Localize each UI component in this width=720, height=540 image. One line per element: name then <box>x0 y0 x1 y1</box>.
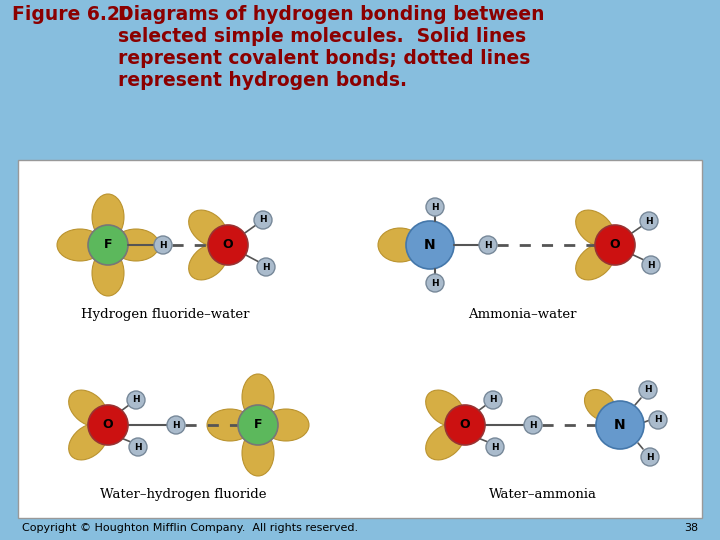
Text: N: N <box>424 238 436 252</box>
Text: Water–ammonia: Water–ammonia <box>489 488 597 501</box>
Circle shape <box>641 448 659 466</box>
Circle shape <box>154 236 172 254</box>
Ellipse shape <box>113 229 159 261</box>
Ellipse shape <box>426 390 464 427</box>
Text: H: H <box>644 386 652 395</box>
Text: O: O <box>610 239 621 252</box>
Circle shape <box>445 405 485 445</box>
Text: H: H <box>491 442 499 451</box>
Ellipse shape <box>189 244 228 280</box>
Text: H: H <box>645 217 653 226</box>
Text: F: F <box>104 239 112 252</box>
Ellipse shape <box>68 423 107 460</box>
Text: H: H <box>647 260 654 269</box>
Circle shape <box>88 405 128 445</box>
Text: H: H <box>484 240 492 249</box>
Text: Diagrams of hydrogen bonding between
selected simple molecules.  Solid lines
rep: Diagrams of hydrogen bonding between sel… <box>118 5 544 90</box>
Circle shape <box>406 221 454 269</box>
Text: H: H <box>134 442 142 451</box>
Text: H: H <box>159 240 167 249</box>
Ellipse shape <box>57 229 103 261</box>
Text: H: H <box>132 395 140 404</box>
Circle shape <box>640 212 658 230</box>
Circle shape <box>426 198 444 216</box>
Circle shape <box>639 381 657 399</box>
Ellipse shape <box>576 210 614 246</box>
Ellipse shape <box>207 409 253 441</box>
Circle shape <box>208 225 248 265</box>
Circle shape <box>254 211 272 229</box>
Ellipse shape <box>263 409 309 441</box>
Ellipse shape <box>92 194 124 240</box>
Circle shape <box>127 391 145 409</box>
Text: H: H <box>431 202 438 212</box>
Ellipse shape <box>68 390 107 427</box>
Circle shape <box>426 274 444 292</box>
Ellipse shape <box>378 228 422 262</box>
Text: Copyright © Houghton Mifflin Company.  All rights reserved.: Copyright © Houghton Mifflin Company. Al… <box>22 523 358 533</box>
Circle shape <box>596 401 644 449</box>
Ellipse shape <box>585 389 616 421</box>
Text: 38: 38 <box>684 523 698 533</box>
Circle shape <box>649 411 667 429</box>
Ellipse shape <box>242 430 274 476</box>
Text: Ammonia–water: Ammonia–water <box>468 308 576 321</box>
Text: Hydrogen fluoride–water: Hydrogen fluoride–water <box>81 308 249 321</box>
Circle shape <box>524 416 542 434</box>
Circle shape <box>479 236 497 254</box>
Text: O: O <box>222 239 233 252</box>
Text: F: F <box>253 418 262 431</box>
Text: N: N <box>614 418 626 432</box>
Circle shape <box>486 438 504 456</box>
Circle shape <box>167 416 185 434</box>
Circle shape <box>257 258 275 276</box>
Ellipse shape <box>576 244 614 280</box>
FancyBboxPatch shape <box>18 160 702 518</box>
Circle shape <box>642 256 660 274</box>
Text: H: H <box>262 262 270 272</box>
Text: H: H <box>431 279 438 287</box>
Ellipse shape <box>92 250 124 296</box>
Text: H: H <box>172 421 180 429</box>
Text: Water–hydrogen fluoride: Water–hydrogen fluoride <box>100 488 266 501</box>
Text: H: H <box>654 415 662 424</box>
Text: H: H <box>646 453 654 462</box>
Circle shape <box>595 225 635 265</box>
Ellipse shape <box>242 374 274 420</box>
Circle shape <box>238 405 278 445</box>
Text: H: H <box>259 215 267 225</box>
Text: O: O <box>459 418 470 431</box>
Text: H: H <box>489 395 497 404</box>
Text: O: O <box>103 418 113 431</box>
Circle shape <box>88 225 128 265</box>
Ellipse shape <box>189 210 228 246</box>
Text: Figure 6.20: Figure 6.20 <box>12 5 133 24</box>
Circle shape <box>129 438 147 456</box>
Circle shape <box>484 391 502 409</box>
Ellipse shape <box>426 423 464 460</box>
Text: H: H <box>529 421 537 429</box>
